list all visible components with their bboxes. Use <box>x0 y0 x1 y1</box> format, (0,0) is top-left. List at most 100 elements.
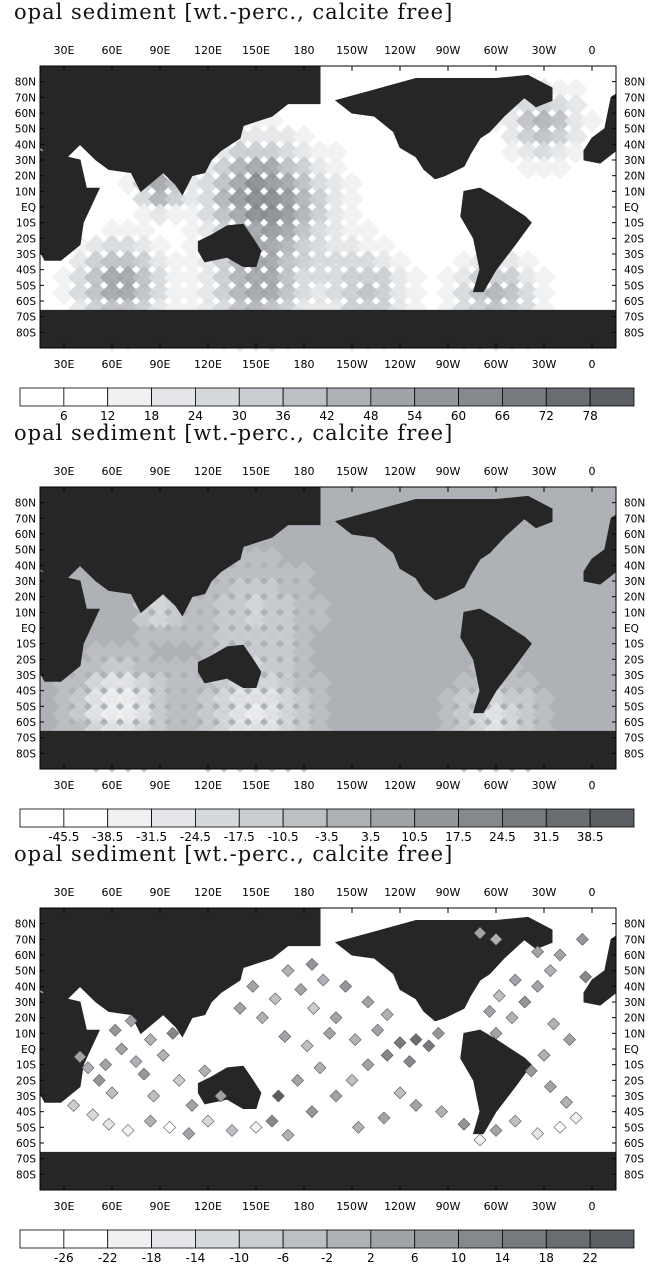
field-cell <box>308 265 332 290</box>
data-point <box>339 979 353 993</box>
field-cell <box>180 218 204 243</box>
data-point <box>198 1064 212 1078</box>
field-cell <box>308 171 332 196</box>
y-tick-label: 40N <box>624 560 645 572</box>
field-cell <box>164 250 188 274</box>
field-cell <box>564 140 588 164</box>
field-cell <box>68 686 92 711</box>
field-cell <box>276 124 300 149</box>
field-cell <box>276 203 300 227</box>
y-tick-label: 70N <box>624 934 645 946</box>
colorbar-box <box>326 808 372 828</box>
field-cell <box>116 718 140 742</box>
field-cell <box>244 140 268 164</box>
field-cell <box>100 686 124 711</box>
chart-panel-3: opal sediment [wt.-perc., calcite free] … <box>0 842 650 1265</box>
x-tick-label: 150W <box>336 886 368 899</box>
data-point <box>553 1120 567 1134</box>
field-cell <box>244 265 268 290</box>
y-tick-label: 40S <box>624 1107 644 1119</box>
x-tick-label: 30W <box>532 44 557 57</box>
map-area <box>39 907 617 1191</box>
y-tick-label: 50N <box>624 966 645 978</box>
colorbar-box <box>282 808 328 828</box>
colorbar-box <box>589 387 635 407</box>
data-point <box>291 1073 305 1087</box>
y-tick-label: 40S <box>16 265 36 277</box>
x-tick-label: 0 <box>589 465 596 478</box>
colorbar-box <box>502 387 547 407</box>
field-cell <box>116 218 140 243</box>
field-cell <box>228 561 252 585</box>
colorbar-box <box>545 387 591 407</box>
x-tick-label: 0 <box>589 779 596 792</box>
data-point <box>329 1011 343 1025</box>
x-tick-label: 30W <box>532 779 557 792</box>
field-cell <box>164 718 188 742</box>
field-cell <box>100 218 124 243</box>
field-cell <box>228 187 252 211</box>
data-point <box>351 1120 365 1134</box>
y-tick-label: 70S <box>16 312 36 324</box>
colorbar-label: -45.5 <box>48 830 79 842</box>
field-cell <box>164 265 188 290</box>
field-cell <box>164 655 188 679</box>
y-tick-label: 20S <box>624 654 644 666</box>
field-cell <box>452 702 476 726</box>
data-point <box>422 1039 436 1053</box>
field-cell <box>548 109 572 133</box>
data-point <box>92 1073 106 1087</box>
field-cell <box>292 234 316 258</box>
field-cell <box>340 218 364 243</box>
field-cell <box>196 171 220 196</box>
colorbar-box <box>19 808 65 828</box>
field-cell <box>196 250 220 274</box>
x-tick-label: 120W <box>384 465 416 478</box>
x-tick-label: 0 <box>589 44 596 57</box>
field-cell <box>52 671 76 695</box>
data-point <box>281 964 295 978</box>
field-cell <box>388 250 412 274</box>
colorbar-label: 60 <box>451 409 466 421</box>
y-tick-label: 40N <box>15 560 36 572</box>
field-cell <box>324 281 348 305</box>
y-tick-label: 50N <box>624 545 645 557</box>
data-point <box>377 1111 391 1125</box>
x-tick-label: 90E <box>150 44 171 57</box>
data-point <box>393 1086 407 1100</box>
chart-panel-2: opal sediment [wt.-perc., calcite free] … <box>0 421 650 844</box>
field-cell <box>548 124 572 149</box>
x-tick-label: 60W <box>484 358 509 371</box>
field-cell <box>148 655 172 679</box>
colorbar-label: -2 <box>321 1251 333 1264</box>
x-tick-label: 60W <box>484 886 509 899</box>
opal-map-chart: 30E30E60E60E90E90E120E120E150E150E180180… <box>15 886 645 1265</box>
field-cell <box>292 281 316 305</box>
field-cell <box>228 140 252 164</box>
data-point <box>81 1061 95 1075</box>
field-cell <box>452 671 476 695</box>
data-point <box>409 1098 423 1112</box>
field-cell <box>276 171 300 196</box>
x-tick-label: 60W <box>484 44 509 57</box>
colorbar-box <box>107 387 152 407</box>
land-mass <box>197 644 262 689</box>
field-cell <box>468 718 492 742</box>
field-cell <box>532 124 556 149</box>
field-cell <box>356 265 380 290</box>
field-cell <box>292 140 316 164</box>
field-cell <box>276 592 300 617</box>
data-point <box>524 1064 538 1078</box>
field-cell <box>68 671 92 695</box>
field-cell <box>292 203 316 227</box>
field-cell <box>212 171 236 196</box>
x-tick-label: 60E <box>102 1200 123 1213</box>
field-cell <box>340 171 364 196</box>
colorbar-label: 18 <box>539 1251 554 1264</box>
x-tick-label: 180 <box>294 886 315 899</box>
field-cell <box>180 702 204 726</box>
field-cell <box>308 686 332 711</box>
field-cell <box>484 281 508 305</box>
x-tick-label: 120W <box>384 886 416 899</box>
field-cell <box>196 187 220 211</box>
